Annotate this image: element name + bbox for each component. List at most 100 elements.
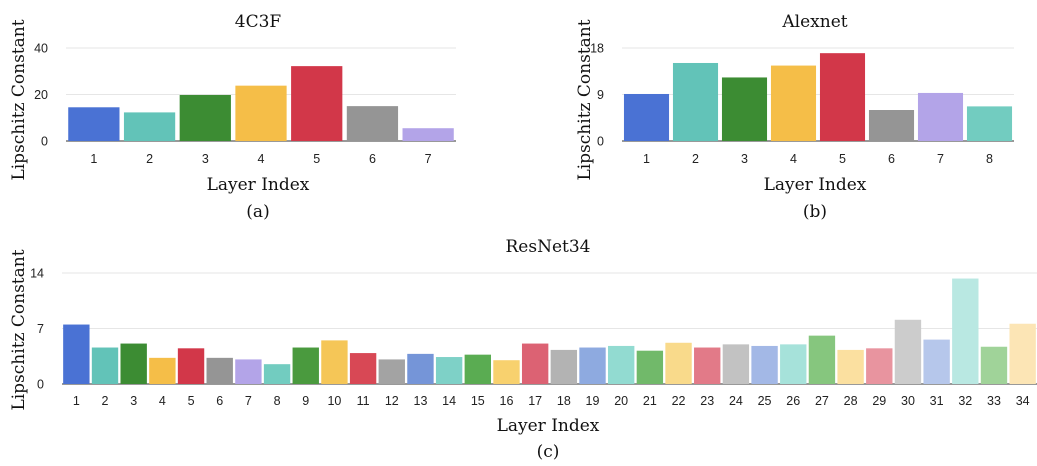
x-tick-label: 3 — [130, 394, 137, 408]
x-tick-label: 5 — [188, 394, 195, 408]
x-tick-label: 13 — [414, 394, 428, 408]
x-axis-label-b: Layer Index — [764, 175, 867, 195]
bar-10 — [321, 340, 348, 384]
x-tick-label: 7 — [245, 394, 252, 408]
x-tick-label: 25 — [758, 394, 772, 408]
y-ticks-c: 0 7 14 — [30, 267, 44, 392]
x-tick-label: 3 — [741, 152, 748, 166]
x-tick-label: 1 — [90, 152, 97, 166]
bar-30 — [894, 319, 922, 384]
y-ticks-b: 0 9 18 — [590, 42, 604, 149]
bar-14 — [435, 357, 463, 384]
bar-4 — [770, 65, 817, 141]
x-tick-label: 18 — [557, 394, 571, 408]
x-tick-label: 7 — [425, 152, 432, 166]
x-tick-label: 8 — [274, 394, 281, 408]
y-tick-label: 0 — [597, 135, 604, 149]
x-tick-label: 30 — [901, 394, 915, 408]
bar-20 — [608, 345, 635, 384]
bar-33 — [980, 346, 1008, 384]
bar-19 — [579, 347, 606, 384]
x-tick-label: 10 — [327, 394, 341, 408]
chart-title-c: ResNet34 — [506, 237, 591, 257]
bar-23 — [694, 347, 721, 384]
bar-5 — [177, 348, 205, 384]
x-tick-label: 12 — [385, 394, 399, 408]
x-tick-label: 1 — [643, 152, 650, 166]
y-tick-label: 18 — [590, 42, 604, 56]
bar-22 — [665, 342, 692, 384]
x-tick-label: 14 — [442, 394, 456, 408]
bar-2 — [91, 347, 119, 384]
bars-c — [63, 278, 1036, 384]
bar-9 — [292, 347, 319, 384]
bar-31 — [923, 339, 950, 384]
x-tick-label: 23 — [700, 394, 714, 408]
bar-4 — [149, 357, 176, 384]
x-tick-label: 2 — [146, 152, 153, 166]
x-ticks-a: 1 2 3 4 5 6 7 — [90, 152, 431, 166]
x-tick-label: 2 — [692, 152, 699, 166]
y-axis-label-b: Lipschitz Constant — [575, 19, 595, 180]
x-tick-label: 16 — [500, 394, 514, 408]
bar-2 — [123, 112, 176, 141]
bar-12 — [378, 359, 405, 384]
bars-a — [68, 66, 454, 142]
x-axis-label-a: Layer Index — [207, 175, 310, 195]
bar-6 — [206, 357, 233, 384]
bar-18 — [550, 349, 578, 384]
caption-b: (b) — [803, 202, 827, 222]
bar-11 — [349, 353, 377, 384]
y-axis-label-a: Lipschitz Constant — [9, 19, 29, 180]
bar-29 — [866, 348, 893, 384]
bar-8 — [966, 106, 1013, 141]
x-tick-label: 6 — [888, 152, 895, 166]
x-tick-label: 33 — [987, 394, 1001, 408]
x-axis-label-c: Layer Index — [497, 416, 600, 436]
panel-b: Alexnet 0 9 18 1 2 3 4 5 6 7 8 Layer Index Lipsch… — [575, 12, 1014, 222]
bar-28 — [837, 349, 864, 384]
bar-1 — [63, 324, 90, 384]
x-tick-label: 19 — [586, 394, 600, 408]
x-tick-label: 4 — [790, 152, 797, 166]
x-tick-label: 11 — [357, 394, 370, 408]
x-tick-label: 4 — [258, 152, 265, 166]
bar-7 — [402, 128, 454, 141]
bar-16 — [493, 360, 520, 384]
x-tick-label: 17 — [528, 394, 542, 408]
x-tick-label: 4 — [159, 394, 166, 408]
x-tick-label: 7 — [937, 152, 944, 166]
panel-a: 4C3F 0 20 40 1 2 3 4 5 6 7 Layer Index Lipschitz… — [9, 12, 456, 222]
bar-1 — [623, 93, 670, 141]
x-tick-label: 34 — [1016, 394, 1030, 408]
bars-b — [623, 53, 1013, 142]
y-tick-label: 0 — [41, 135, 48, 149]
y-tick-label: 0 — [37, 378, 44, 392]
x-tick-label: 6 — [369, 152, 376, 166]
y-tick-label: 20 — [34, 88, 48, 102]
bar-2 — [672, 62, 719, 142]
bar-1 — [68, 107, 120, 141]
y-tick-label: 40 — [34, 42, 48, 56]
bar-5 — [291, 66, 343, 141]
x-tick-label: 22 — [672, 394, 686, 408]
x-tick-label: 20 — [614, 394, 628, 408]
y-axis-label-c: Lipschitz Constant — [9, 249, 29, 410]
bar-21 — [636, 350, 664, 384]
x-tick-label: 8 — [986, 152, 993, 166]
x-tick-label: 3 — [202, 152, 209, 166]
x-tick-label: 6 — [216, 394, 223, 408]
y-tick-label: 9 — [597, 88, 604, 102]
bar-6 — [346, 106, 399, 142]
bar-7 — [917, 92, 964, 141]
x-ticks-b: 1 2 3 4 5 6 7 8 — [643, 152, 993, 166]
chart-title-b: Alexnet — [781, 12, 847, 32]
bar-26 — [780, 344, 807, 384]
bar-24 — [722, 344, 750, 384]
x-tick-label: 32 — [958, 394, 972, 408]
x-tick-label: 2 — [102, 394, 109, 408]
bar-13 — [407, 353, 434, 384]
x-tick-label: 31 — [930, 394, 944, 408]
